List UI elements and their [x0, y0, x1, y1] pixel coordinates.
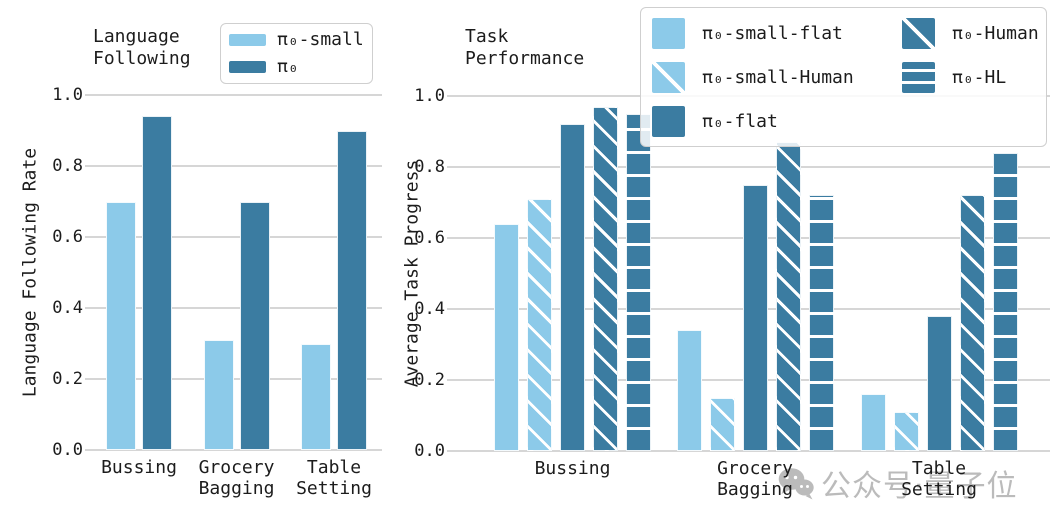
y-axis-label: Language Following Rate [19, 147, 41, 397]
bar-π₀-flat-1 [742, 184, 768, 451]
gridline [93, 307, 382, 309]
x-tick-line: Bagging [717, 479, 793, 500]
y-tick-mark [447, 95, 455, 97]
x-tick-line: Table [306, 457, 362, 478]
x-tick-line: Setting [296, 478, 372, 499]
bar-π₀-0 [142, 116, 172, 450]
x-tick-line: Grocery [717, 458, 793, 479]
bar-π₀-small-flat-1 [676, 330, 702, 451]
chart-title-line: Performance [465, 48, 585, 69]
y-tick-mark [85, 378, 93, 380]
y-tick-label: 0.2 [414, 369, 445, 390]
chart-title-line: Language [93, 26, 180, 47]
bar-π₀-HL-1 [808, 195, 834, 451]
y-tick-mark [85, 94, 93, 96]
y-tick-label: 0.0 [414, 440, 445, 461]
legend-label: π₀-Human [952, 22, 1039, 44]
bar-π₀-small-Human-1 [709, 397, 735, 451]
y-tick-label: 0.8 [52, 155, 83, 176]
x-tick-line: Bussing [101, 457, 177, 478]
bar-π₀-HL-0 [626, 113, 651, 451]
gridline [455, 450, 1050, 452]
legend-label: π₀-HL [952, 66, 1007, 88]
y-tick-mark [447, 237, 455, 239]
y-tick-mark [447, 166, 455, 168]
legend-swatch-π₀-small-Human [652, 62, 685, 93]
x-tick-label: Bussing [69, 457, 209, 478]
legend-swatch-π₀-Human [902, 18, 935, 49]
x-tick-line: Grocery [198, 457, 275, 478]
x-tick-line: Bussing [534, 458, 611, 479]
legend [640, 7, 1047, 147]
y-tick-mark [447, 450, 455, 452]
gridline [93, 378, 382, 380]
x-tick-label: Grocery Bagging [685, 458, 825, 500]
bar-π₀-1 [239, 201, 270, 450]
bar-π₀-small-Human-0 [527, 198, 552, 451]
gridline [93, 94, 382, 96]
bar-π₀-small-0 [106, 201, 136, 450]
bar-π₀-flat-2 [926, 316, 952, 451]
legend-label: π₀-small-flat [702, 22, 843, 44]
bar-π₀-Human-2 [959, 195, 985, 451]
bar-π₀-HL-2 [992, 152, 1018, 451]
legend-label: π₀-small [277, 29, 364, 50]
gridline [93, 449, 382, 451]
y-tick-label: 1.0 [52, 84, 83, 105]
bar-π₀-small-Human-2 [893, 411, 919, 451]
bar-π₀-flat-0 [560, 124, 585, 451]
y-tick-mark [85, 236, 93, 238]
legend [220, 23, 373, 84]
x-tick-line: Setting [901, 479, 977, 500]
y-tick-mark [447, 379, 455, 381]
chart-title: Task Performance [465, 26, 584, 70]
legend-swatch-π₀-small-flat [652, 18, 685, 49]
watermark: 公众号·量子位 [778, 461, 1018, 505]
chart-title: Language Following [93, 26, 191, 70]
bar-π₀-small-2 [301, 343, 331, 450]
y-tick-mark [447, 308, 455, 310]
bar-π₀-small-flat-2 [860, 394, 886, 451]
y-tick-label: 0.4 [52, 297, 83, 318]
bar-π₀-small-flat-0 [494, 223, 519, 451]
watermark-text: 公众号·量子位 [821, 469, 1018, 504]
y-tick-label: 0.6 [52, 226, 83, 247]
gridline [455, 166, 1050, 168]
x-tick-line: Bagging [198, 478, 275, 499]
y-tick-label: 0.6 [414, 227, 445, 248]
x-tick-label: Table Setting [869, 458, 1009, 500]
chart-title-line: Following [93, 48, 191, 69]
y-tick-mark [85, 307, 93, 309]
bar-π₀-Human-0 [593, 106, 618, 451]
x-tick-label: Table Setting [264, 457, 404, 499]
y-tick-mark [85, 449, 93, 451]
y-tick-label: 0.0 [52, 439, 83, 460]
y-tick-mark [85, 165, 93, 167]
wechat-icon [778, 467, 814, 499]
legend-swatch-π₀ [229, 61, 266, 73]
y-tick-label: 0.4 [414, 298, 445, 319]
y-axis-label: Average Task Progress [401, 159, 423, 387]
x-tick-label: Grocery Bagging [167, 457, 307, 499]
bar-π₀-2 [337, 130, 367, 450]
legend-swatch-π₀-flat [652, 106, 685, 137]
legend-swatch-π₀-HL [902, 62, 935, 93]
x-tick-line: Table [911, 458, 967, 479]
bar-π₀-Human-1 [775, 142, 801, 451]
legend-label: π₀-small-Human [702, 66, 854, 88]
y-tick-label: 0.2 [52, 368, 83, 389]
legend-label: π₀ [277, 56, 299, 77]
legend-swatch-π₀-small [229, 34, 266, 46]
y-tick-label: 0.8 [414, 156, 445, 177]
chart-title-line: Task [465, 26, 509, 47]
y-tick-label: 1.0 [414, 85, 445, 106]
legend-label: π₀-flat [702, 110, 778, 132]
x-tick-label: Bussing [503, 458, 643, 479]
gridline [93, 236, 382, 238]
bar-π₀-small-1 [203, 339, 234, 450]
gridline [93, 165, 382, 167]
